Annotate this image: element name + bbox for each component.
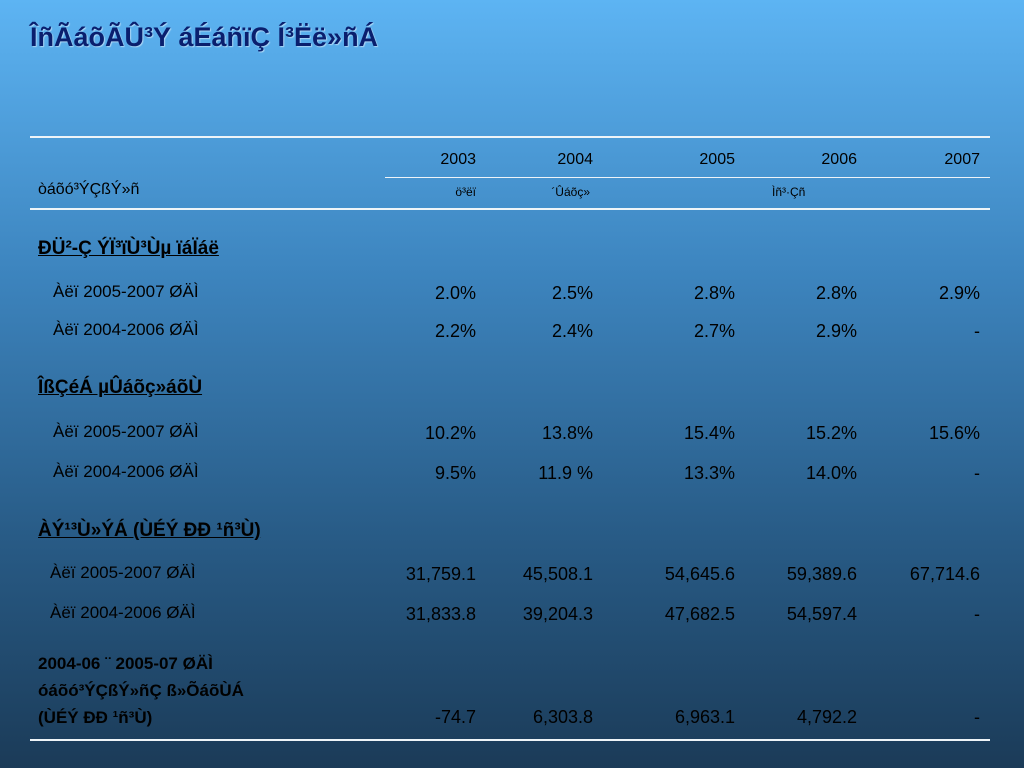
table-rule	[385, 177, 990, 178]
cell: 2.9%	[815, 321, 857, 341]
cell: 54,645.6	[664, 564, 735, 584]
row-label: Àëï 2004-2006 ØÄÌ	[53, 462, 199, 481]
cell: 15.6%	[928, 423, 980, 443]
cell: 2.7%	[693, 321, 735, 341]
cell: 13.3%	[683, 463, 735, 483]
cell: 67,714.6	[909, 564, 980, 584]
cell: 47,682.5	[664, 604, 735, 624]
summary-label: óáõó³ÝÇßÝ»ñÇ ß»ÕáõÙÁ	[38, 681, 244, 700]
cell: -	[974, 321, 980, 341]
subheader: Ìñ³·Çñ	[772, 185, 806, 199]
cell: 31,833.8	[405, 604, 476, 624]
cell: 10.2%	[424, 423, 476, 443]
cell: -	[974, 604, 980, 624]
section-title: ÎßÇéÁ µÛáõç»áõÙ	[38, 377, 203, 398]
row-label: Àëï 2005-2007 ØÄÌ	[53, 282, 199, 301]
cell: 54,597.4	[786, 604, 857, 624]
cell: 14.0%	[805, 463, 857, 483]
cell: 2.9%	[938, 283, 980, 303]
row-label: Àëï 2004-2006 ØÄÌ	[53, 320, 199, 339]
year-header: 2003	[440, 151, 476, 168]
cell: 13.8%	[541, 423, 593, 443]
cell: 6,303.8	[532, 707, 593, 727]
cell: 2.2%	[434, 321, 476, 341]
cell: 2.8%	[815, 283, 857, 303]
section-title: ÀÝ¹³Ù»ÝÁ (ÙÉÝ ÐÐ ¹ñ³Ù)	[38, 520, 261, 541]
cell: 15.2%	[805, 423, 857, 443]
cell: -	[974, 707, 980, 727]
table-rule	[30, 208, 990, 210]
cell: 6,963.1	[674, 707, 735, 727]
section-title: ÐÜ²-Ç ÝÏ³ïÙ³Ùµ ïáÏáë	[38, 238, 219, 259]
cell: 2.5%	[551, 283, 593, 303]
summary-label: 2004-06 ¨ 2005-07 ØÄÌ	[38, 654, 213, 673]
year-header: 2004	[557, 151, 593, 168]
table-rule	[30, 136, 990, 138]
cell: -	[974, 463, 980, 483]
subheader: ´Ûáõç»	[551, 185, 590, 199]
summary-label: (ÙÉÝ ÐÐ ¹ñ³Ù)	[38, 708, 153, 727]
row-label: Àëï 2005-2007 ØÄÌ	[50, 563, 196, 582]
row-label: Àëï 2005-2007 ØÄÌ	[53, 422, 199, 441]
row-header: òáõó³ÝÇßÝ»ñ	[38, 181, 140, 198]
cell: 11.9 %	[538, 463, 593, 483]
cell: 15.4%	[683, 423, 735, 443]
year-header: 2007	[944, 151, 980, 168]
cell: 45,508.1	[522, 564, 593, 584]
year-header: 2006	[821, 151, 857, 168]
cell: 4,792.2	[796, 707, 857, 727]
cell: 39,204.3	[522, 604, 593, 624]
cell: 2.0%	[434, 283, 476, 303]
row-label: Àëï 2004-2006 ØÄÌ	[50, 603, 196, 622]
year-header: 2005	[699, 151, 735, 168]
slide-title: ÎñÃáõÃÛ³Ý áÉáñïÇ Í³Ëë»ñÁ	[30, 22, 379, 52]
subheader: ö³ëï	[455, 185, 476, 199]
cell: 2.4%	[551, 321, 593, 341]
cell: 2.8%	[693, 283, 735, 303]
cell: 31,759.1	[405, 564, 476, 584]
cell: 59,389.6	[786, 564, 857, 584]
cell: -74.7	[434, 707, 476, 727]
cell: 9.5%	[434, 463, 476, 483]
table-rule	[30, 739, 990, 741]
